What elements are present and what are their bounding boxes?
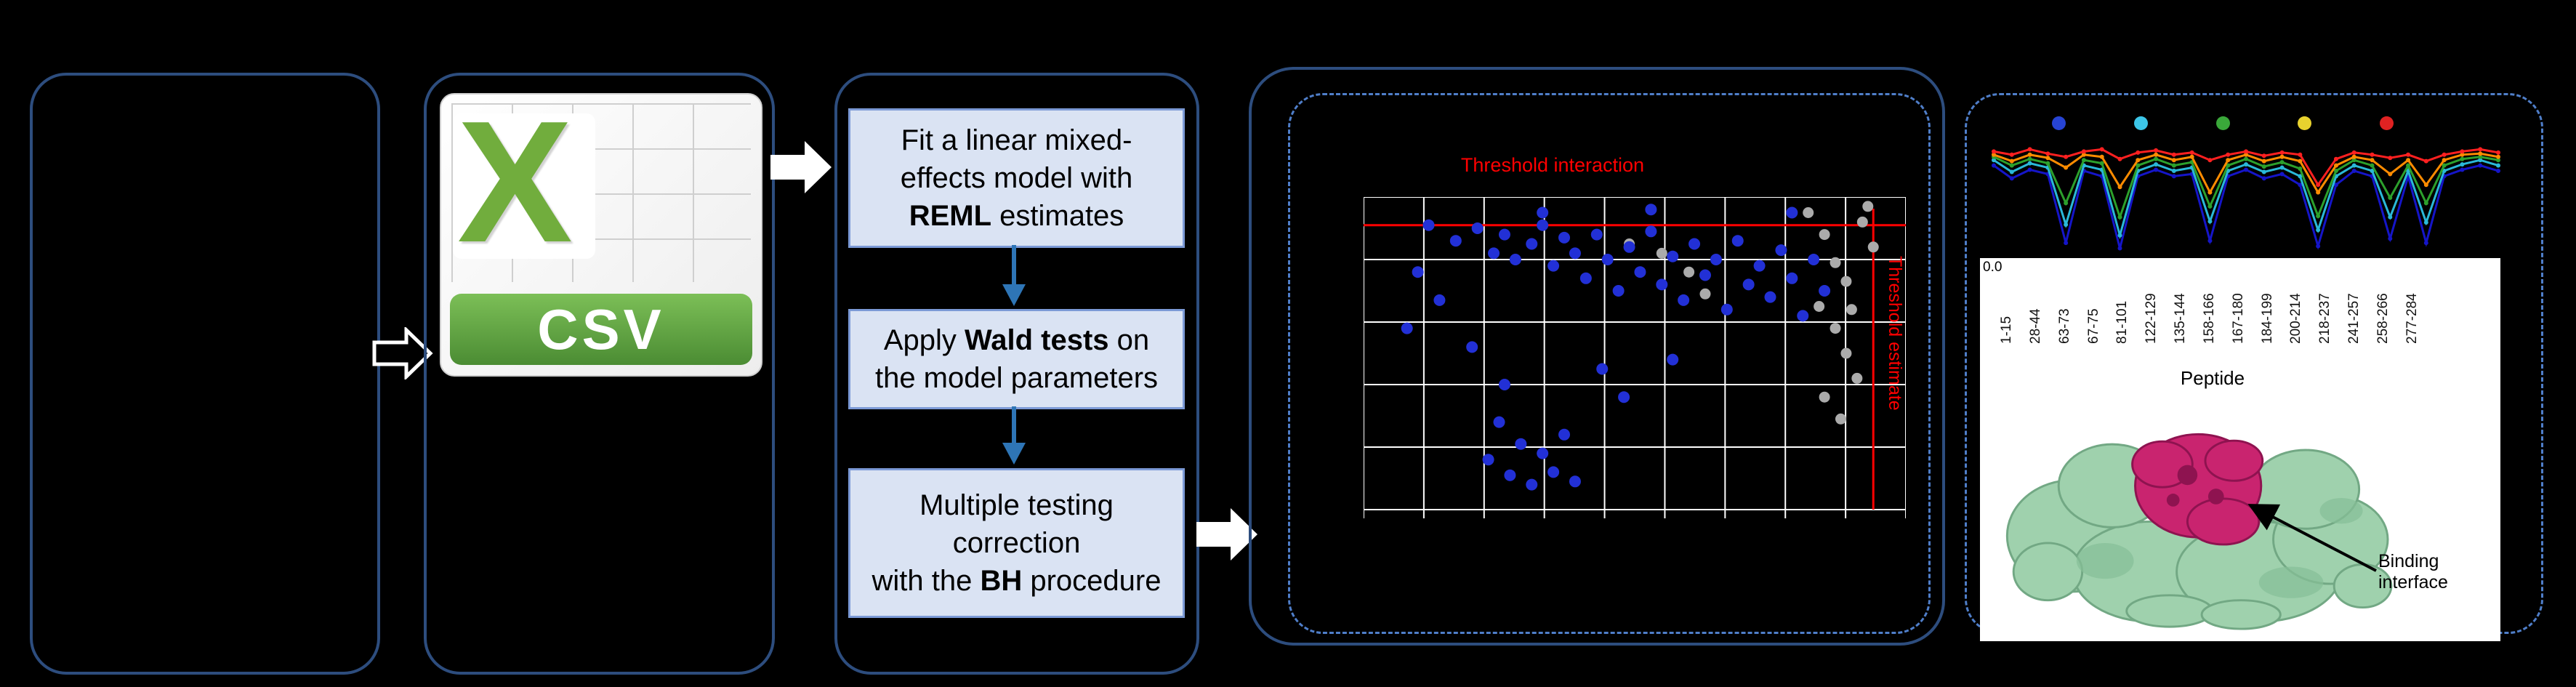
peptide-tick: 258-266 bbox=[2375, 293, 2391, 344]
condition-dot bbox=[2052, 116, 2066, 130]
peptide-tick: 184-199 bbox=[2259, 293, 2275, 344]
peptide-figure-panel: 0.0 1-15 28-44 63-73 67-75 81-101 122-129 135-… bbox=[1980, 258, 2500, 641]
protein-structure-image bbox=[2005, 433, 2393, 630]
y-axis-tick-label: 0.0 bbox=[1983, 260, 2003, 275]
binding-interface-region bbox=[2131, 433, 2264, 546]
peptide-tick: 67-75 bbox=[2085, 308, 2101, 344]
condition-dot bbox=[2298, 116, 2312, 130]
flow-arrow-down-2 bbox=[1002, 406, 1026, 465]
peptide-tick: 63-73 bbox=[2056, 308, 2072, 344]
panel-csv-file bbox=[424, 73, 775, 675]
x-axis-label: Peptide bbox=[2180, 367, 2245, 389]
arrow-right-1 bbox=[372, 327, 433, 379]
flow-arrow-down-1 bbox=[1002, 245, 1026, 306]
excel-x-backing bbox=[453, 113, 595, 259]
peptide-tick: 200-214 bbox=[2288, 293, 2304, 344]
peptide-tick: 241-257 bbox=[2346, 293, 2362, 344]
condition-dot bbox=[2380, 116, 2394, 130]
csv-label-banner: CSV bbox=[450, 294, 752, 365]
peptide-tick: 1-15 bbox=[1999, 316, 2014, 344]
panel-statistics-pipeline bbox=[834, 73, 1199, 675]
scatter-plot bbox=[1364, 197, 1906, 518]
scatter-vline-label: Threshold estimate bbox=[1885, 256, 1905, 411]
condition-dot bbox=[2215, 116, 2230, 130]
panel-results-outer bbox=[1249, 67, 1945, 646]
peptide-profile-chart bbox=[1992, 147, 2500, 251]
peptide-tick: 28-44 bbox=[2027, 308, 2043, 344]
arrow-right-2 bbox=[770, 141, 832, 193]
condition-dots-legend bbox=[2052, 116, 2394, 131]
peptide-tick: 81-101 bbox=[2114, 300, 2130, 344]
csv-file-icon: X CSV bbox=[440, 86, 762, 377]
peptide-tick: 158-166 bbox=[2201, 293, 2217, 344]
peptide-tick: 135-144 bbox=[2173, 293, 2189, 344]
scatter-result-frame bbox=[1288, 93, 1931, 634]
binding-interface-label: Binding interface bbox=[2378, 551, 2448, 592]
arrow-right-3 bbox=[1196, 508, 1257, 561]
peptide-tick: 167-180 bbox=[2230, 293, 2246, 344]
peptide-tick: 122-129 bbox=[2144, 293, 2160, 344]
peptide-tick: 218-237 bbox=[2317, 293, 2333, 344]
peptide-tick: 277-284 bbox=[2404, 293, 2420, 344]
panel-input-data bbox=[30, 73, 380, 675]
flow-step-wald-tests: Apply Wald tests on the model parameters bbox=[848, 309, 1185, 409]
excel-x-letter: X bbox=[457, 86, 573, 278]
peptide-tick-labels: 1-15 28-44 63-73 67-75 81-101 122-129 135-144 1… bbox=[1999, 262, 2420, 344]
flow-step-bh-correction: Multiple testing correction with the BH pr… bbox=[848, 468, 1185, 618]
condition-dot bbox=[2133, 116, 2148, 130]
scatter-threshold-title: Threshold interaction bbox=[1460, 154, 1645, 176]
flow-step-reml-model: Fit a linear mixed-effects model with REM… bbox=[848, 108, 1185, 248]
